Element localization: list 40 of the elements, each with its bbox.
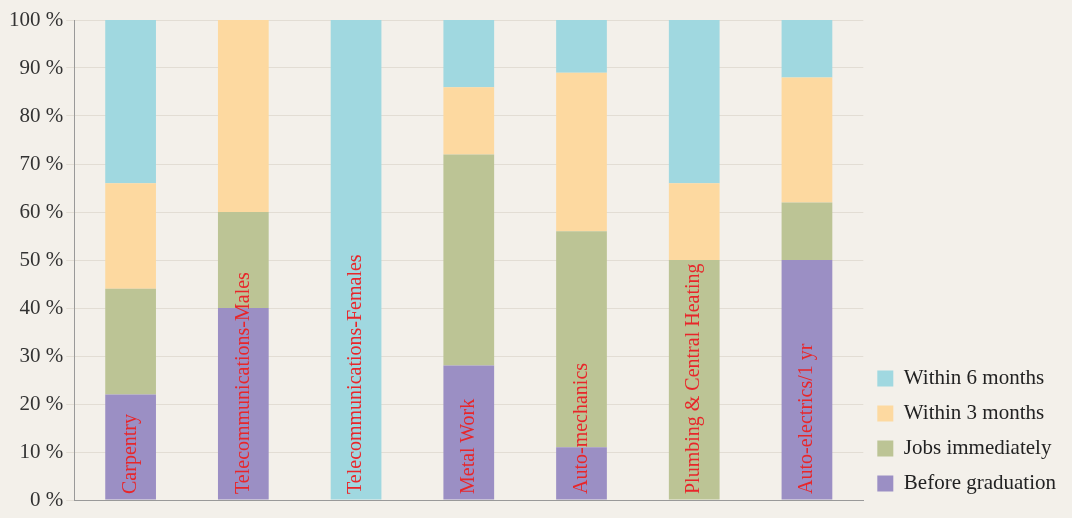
bar [781,20,833,78]
bar [443,154,495,366]
bar [105,288,156,395]
x-tick-label: Telecommunications-Females [343,254,366,494]
bar [781,77,833,203]
bar [668,20,720,184]
x-tick-label: Plumbing & Central Heating [681,263,705,494]
bar [217,20,269,212]
bar [105,20,156,184]
legend-label: Before graduation [903,470,1057,495]
bar [105,183,156,289]
x-tick-label: Telecommunications-Males [230,271,253,494]
y-tick-label: 40 % [19,294,64,319]
bar [781,202,833,260]
y-tick-label: 0 % [29,486,64,511]
bar [556,20,607,73]
x-tick-label: Auto-mechanics [568,362,591,494]
bar [105,394,156,500]
y-tick-label: 10 % [19,438,64,463]
bar [781,260,833,500]
legend-label: Within 6 months [903,365,1045,390]
y-tick-label: 30 % [19,342,64,367]
y-tick-label: 50 % [19,246,64,271]
y-tick-label: 70 % [19,150,64,175]
legend-label: Jobs immediately [903,435,1052,460]
bar [443,87,495,155]
x-tick-label: Carpentry [117,414,141,494]
bar [330,20,382,500]
x-tick-label: Metal Work [456,398,479,494]
y-tick-label: 90 % [19,54,64,79]
bar [443,365,495,500]
y-tick-label: 20 % [19,390,64,415]
bar [556,72,607,232]
y-tick-label: 80 % [19,102,64,127]
x-tick-label: Auto-electrics/1 yr [794,343,818,494]
bar [443,20,495,88]
y-tick-label: 100 % [8,6,64,31]
legend-label: Within 3 months [903,400,1045,425]
bar [668,183,720,260]
y-tick-label: 60 % [19,198,64,223]
